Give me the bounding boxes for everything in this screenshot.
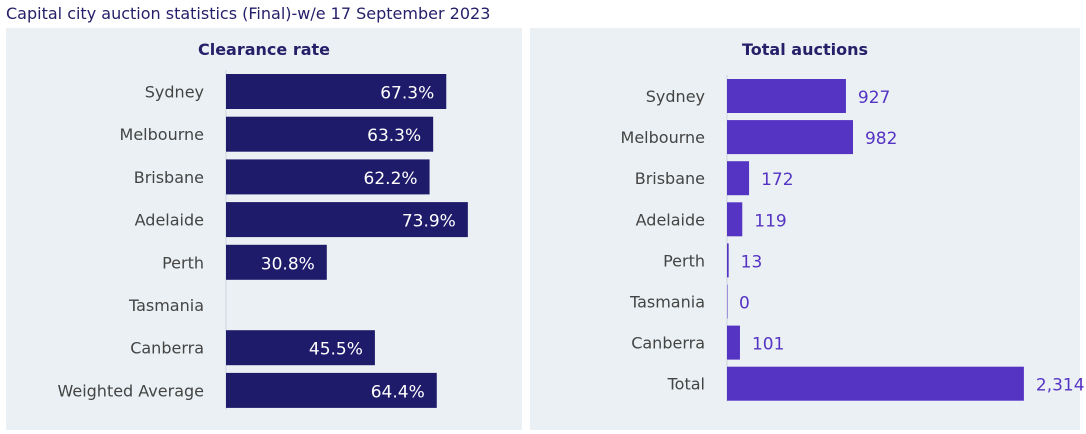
auctions-bar-melbourne [727,120,853,155]
clearance-category-brisbane: Brisbane [134,168,204,187]
clearance-category-canberra: Canberra [130,339,204,358]
clearance-bar-perth [226,244,327,280]
clearance-label-perth: 30.8% [261,254,315,274]
clearance-label-weighted-average: 64.4% [371,382,425,402]
clearance-category-weighted-average: Weighted Average [57,381,204,400]
clearance-rate-panel: Clearance rate Sydney 67.3% Melbourne 63.3%… [6,28,522,430]
clearance-category-adelaide: Adelaide [135,211,204,230]
auctions-label-melbourne: 982 [865,129,897,149]
clearance-bar-weighted-average [226,372,437,408]
auctions-label-perth: 13 [741,252,763,272]
auctions-category-adelaide: Adelaide [636,210,705,229]
auctions-bar-perth [727,243,729,278]
auctions-label-sydney: 927 [858,88,890,108]
total-auctions-title: Total auctions [742,40,868,59]
auctions-bar-brisbane [727,161,750,196]
clearance-label-adelaide: 73.9% [402,212,456,232]
chart-main-title: Capital city auction statistics (Final)-… [6,4,491,23]
clearance-label-canberra: 45.5% [309,340,363,360]
clearance-label-melbourne: 63.3% [367,126,421,146]
clearance-bar-canberra [226,330,375,366]
clearance-rate-chart: Sydney 67.3% Melbourne 63.3% Brisbane 62.2% Ad… [57,70,468,410]
auctions-category-total: Total [667,375,705,394]
clearance-label-brisbane: 62.2% [364,169,418,189]
auctions-category-brisbane: Brisbane [635,169,705,188]
clearance-category-melbourne: Melbourne [120,125,204,144]
auctions-label-total: 2,314 [1036,376,1085,396]
auctions-bar-sydney [727,79,846,113]
auctions-category-tasmania: Tasmania [629,293,705,312]
auctions-label-adelaide: 119 [754,211,786,231]
total-auctions-panel: Total auctions Sydney 927 Melbourne 982 Bris… [530,28,1085,430]
auctions-bar-tasmania [727,284,728,319]
clearance-bar-melbourne [226,116,434,152]
auctions-category-sydney: Sydney [646,87,705,106]
auctions-bar-canberra [727,325,740,360]
auctions-bar-total [727,366,1024,401]
auctions-label-brisbane: 172 [761,170,793,190]
auctions-label-tasmania: 0 [739,294,750,314]
clearance-category-tasmania: Tasmania [128,296,204,315]
clearance-category-sydney: Sydney [145,83,204,102]
clearance-bar-sydney [226,74,447,109]
auctions-category-perth: Perth [663,251,705,270]
auctions-label-canberra: 101 [752,335,784,355]
total-auctions-chart: Sydney 927 Melbourne 982 Brisbane 172 Adelaide… [621,75,1085,402]
clearance-category-perth: Perth [162,253,204,272]
auctions-category-melbourne: Melbourne [621,128,705,147]
auctions-category-canberra: Canberra [631,334,705,353]
clearance-rate-title: Clearance rate [197,40,331,59]
clearance-bar-brisbane [226,159,430,195]
auctions-bar-adelaide [727,202,743,237]
clearance-label-sydney: 67.3% [380,84,434,104]
clearance-bar-adelaide [226,202,468,238]
